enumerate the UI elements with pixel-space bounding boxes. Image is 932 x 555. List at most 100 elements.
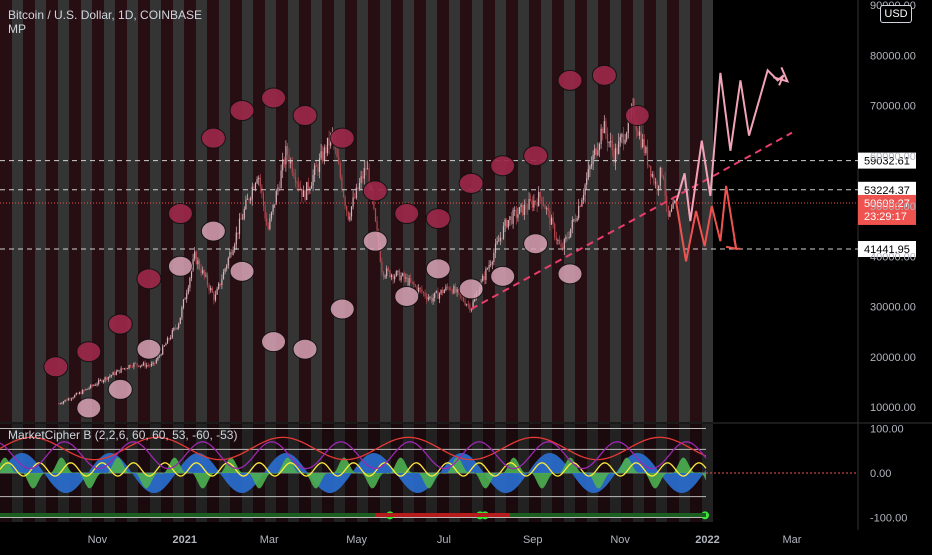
- candle-body: [229, 251, 231, 258]
- candle-body: [86, 388, 89, 390]
- candle-body: [323, 147, 325, 162]
- cycle-band: [58, 0, 69, 422]
- candle-body: [406, 277, 409, 286]
- candle-body: [458, 289, 460, 292]
- candle-body: [149, 365, 151, 367]
- candle-body: [120, 368, 122, 373]
- candle-body: [464, 301, 466, 306]
- cycle-bottom-circle: [425, 258, 451, 280]
- candle-body: [131, 366, 133, 368]
- candle-body: [210, 287, 212, 291]
- cycle-bottom-circle: [557, 263, 583, 285]
- symbol-title: Bitcoin / U.S. Dollar, 1D, COINBASE: [8, 8, 203, 22]
- candle-body: [482, 275, 484, 282]
- candle-body: [312, 174, 314, 186]
- y-tick-label: 80000.00: [870, 50, 916, 62]
- y-tick-label: 60000.00: [870, 151, 916, 163]
- candle-body: [142, 362, 145, 366]
- candle-body: [656, 182, 658, 190]
- level-label: 53224.37: [864, 185, 910, 197]
- cycle-band: [81, 0, 92, 422]
- cycle-band: [495, 0, 506, 422]
- cycle-top-circle: [229, 100, 255, 122]
- candle-body: [392, 274, 394, 280]
- candle-body: [302, 190, 305, 197]
- candle-body: [434, 292, 436, 298]
- candle-body: [250, 198, 252, 201]
- support-trendline: [470, 131, 793, 310]
- candle-body: [664, 178, 666, 197]
- candle-body: [435, 291, 437, 293]
- cycle-bottom-circle: [523, 233, 549, 255]
- candle-body: [494, 243, 497, 253]
- cycle-bottom-circle: [292, 338, 318, 360]
- cycle-band: [610, 0, 621, 422]
- y-tick-label: 40000.00: [870, 251, 916, 263]
- candle-body: [499, 237, 501, 241]
- candle-body: [486, 268, 489, 270]
- candle-body: [298, 182, 300, 188]
- candle-body: [218, 283, 220, 289]
- candle-body: [200, 268, 202, 274]
- candle-body: [397, 270, 399, 272]
- candle-body: [616, 148, 618, 154]
- candle-body: [491, 261, 493, 265]
- candle-body: [387, 268, 389, 271]
- cycle-band: [587, 0, 598, 422]
- candle-body: [672, 202, 674, 209]
- candle-body: [574, 219, 577, 221]
- x-tick-label: Nov: [610, 534, 630, 546]
- trend-bar: [0, 513, 706, 517]
- candle-body: [558, 239, 561, 245]
- candle-body: [304, 190, 306, 200]
- candle-body: [328, 137, 330, 146]
- candle-body: [517, 214, 519, 218]
- candle-body: [82, 390, 84, 394]
- candle-body: [163, 345, 165, 347]
- candle-body: [386, 268, 388, 276]
- candle-body: [322, 151, 324, 162]
- cycle-band: [104, 0, 115, 422]
- candle-body: [346, 205, 348, 212]
- candle-body: [67, 398, 69, 401]
- cycle-band: [667, 0, 679, 422]
- candle-body: [264, 205, 266, 219]
- candle-body: [498, 240, 500, 242]
- cycle-circles: [43, 64, 650, 419]
- osc-tick-label: 0.00: [870, 468, 891, 480]
- candle-body: [314, 165, 316, 175]
- candle-body: [579, 205, 581, 207]
- y-tick-label: 20000.00: [870, 352, 916, 364]
- candle-body: [342, 190, 345, 197]
- candle-body: [674, 201, 676, 203]
- candle-body: [301, 188, 303, 197]
- cycle-band: [564, 0, 575, 422]
- candle-body: [176, 327, 178, 329]
- cycle-bottom-circle: [136, 338, 162, 360]
- candle-body: [112, 372, 114, 376]
- candle-body: [514, 209, 516, 211]
- candle-body: [587, 169, 589, 179]
- candle-body: [286, 146, 289, 156]
- candle-body: [488, 265, 490, 269]
- cycle-band: [483, 0, 495, 422]
- candle-body: [350, 206, 353, 217]
- cycle-bottom-circle: [490, 265, 516, 287]
- candle-body: [171, 330, 173, 338]
- candle-body: [646, 146, 649, 165]
- cycle-bottom-circle: [229, 260, 255, 282]
- candle-body: [590, 164, 593, 167]
- candle-body: [557, 239, 559, 241]
- candle-body: [398, 270, 401, 281]
- candle-body: [232, 250, 234, 255]
- candle-body: [635, 124, 637, 131]
- candle-body: [139, 365, 141, 367]
- cycle-band: [92, 0, 104, 422]
- currency-button[interactable]: USD: [880, 5, 912, 23]
- projection-group: [675, 66, 790, 262]
- cycle-band: [46, 0, 58, 422]
- candle-body: [195, 251, 197, 265]
- candle-body: [582, 194, 585, 201]
